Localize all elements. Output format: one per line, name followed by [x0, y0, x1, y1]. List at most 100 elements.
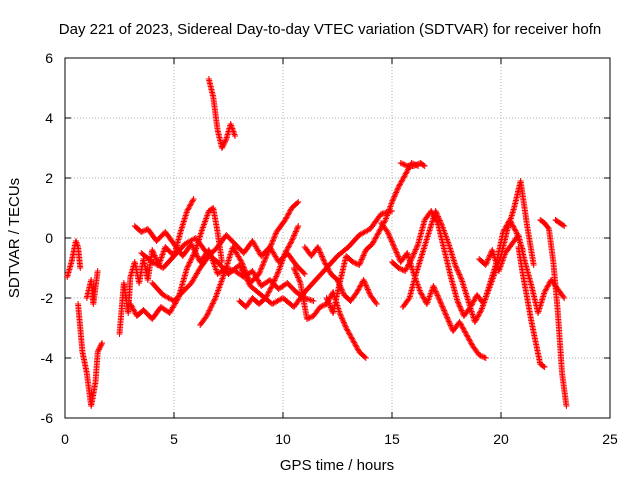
data-point — [130, 306, 137, 313]
data-point — [294, 224, 301, 231]
data-point — [190, 245, 197, 252]
data-point — [269, 281, 276, 288]
data-point — [317, 250, 324, 257]
data-point — [354, 346, 361, 353]
data-point — [282, 215, 289, 222]
data-point — [410, 250, 417, 257]
data-point — [541, 364, 548, 370]
data-point — [326, 268, 333, 275]
data-point — [260, 259, 267, 266]
data-point — [94, 349, 101, 355]
data-point — [210, 299, 217, 306]
data-point — [369, 241, 376, 247]
data-point — [394, 185, 401, 192]
data-point — [431, 284, 438, 291]
data-point — [353, 343, 360, 350]
x-tick-label: 20 — [493, 431, 509, 447]
data-point — [398, 178, 405, 185]
data-point — [271, 233, 278, 240]
data-point — [184, 208, 191, 214]
data-point — [351, 339, 358, 346]
data-point — [420, 294, 427, 301]
data-point — [414, 242, 421, 249]
data-point — [319, 302, 326, 309]
data-point — [466, 336, 473, 343]
data-point — [275, 269, 282, 276]
data-point — [433, 291, 440, 298]
data-point — [482, 262, 489, 268]
data-point — [399, 160, 406, 167]
data-point — [291, 231, 298, 238]
data-point — [128, 303, 135, 310]
x-tick-label: 10 — [275, 431, 291, 447]
data-point — [264, 291, 271, 297]
data-point — [338, 314, 345, 321]
data-point — [454, 267, 461, 274]
data-point — [371, 237, 378, 243]
data-point — [412, 246, 419, 253]
data-point — [438, 221, 445, 228]
data-point — [456, 271, 463, 278]
x-tick-label: 15 — [384, 431, 400, 447]
data-point — [293, 270, 300, 277]
data-point — [357, 259, 364, 266]
data-point — [359, 253, 366, 260]
data-point — [356, 285, 363, 291]
data-point — [152, 255, 159, 262]
data-point — [374, 231, 381, 238]
data-point — [239, 260, 246, 267]
data-point — [438, 300, 445, 307]
data-point — [271, 234, 278, 241]
data-point — [485, 256, 492, 263]
data-point — [131, 307, 138, 314]
data-point — [205, 308, 212, 315]
data-point — [238, 259, 245, 265]
data-point — [240, 263, 247, 270]
series-t11 — [236, 223, 302, 310]
data-point — [96, 345, 103, 352]
data-point — [294, 200, 301, 206]
data-point — [397, 180, 404, 186]
data-point — [262, 295, 269, 301]
data-point — [460, 327, 467, 333]
data-point — [452, 262, 459, 268]
data-point — [282, 248, 289, 255]
data-point — [207, 304, 214, 311]
data-point — [476, 311, 483, 317]
data-point — [265, 289, 272, 296]
data-point — [320, 256, 327, 263]
data-point — [184, 263, 191, 270]
data-point — [435, 295, 442, 302]
data-point — [454, 298, 461, 304]
data-point — [264, 250, 271, 256]
data-point — [370, 238, 377, 245]
data-point — [457, 274, 464, 281]
data-point — [385, 231, 392, 238]
data-point — [433, 210, 440, 217]
data-point — [473, 316, 480, 323]
data-point — [258, 265, 265, 272]
data-point — [314, 244, 321, 250]
data-point — [342, 323, 349, 330]
data-point — [470, 298, 477, 305]
data-point — [438, 302, 445, 309]
data-point — [471, 297, 478, 304]
data-point — [475, 312, 482, 319]
data-point — [127, 301, 134, 307]
data-point — [455, 268, 462, 275]
data-point — [467, 339, 474, 345]
data-point — [292, 269, 299, 276]
data-point — [402, 170, 409, 177]
data-point — [394, 186, 401, 193]
data-point — [242, 267, 249, 274]
data-point — [437, 299, 444, 306]
data-point — [269, 283, 276, 289]
data-point — [293, 271, 300, 278]
data-point — [193, 250, 200, 257]
data-point — [339, 316, 346, 323]
data-point — [431, 285, 438, 292]
data-point — [404, 264, 411, 270]
data-point — [407, 258, 414, 265]
